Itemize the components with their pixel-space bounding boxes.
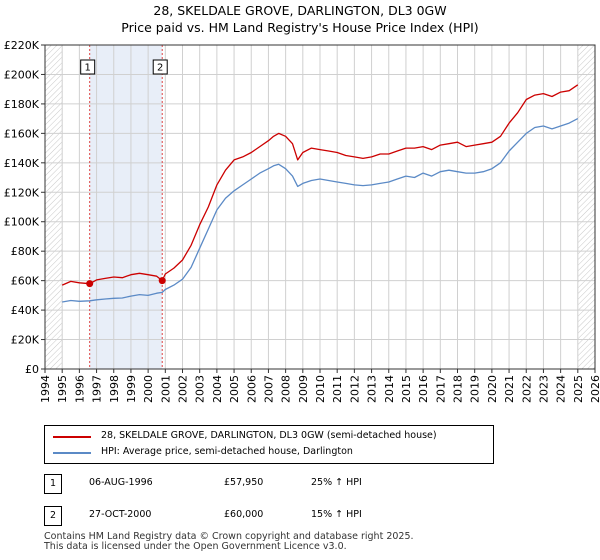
series-lines xyxy=(61,84,579,303)
y-tick-label: £20K xyxy=(11,334,40,347)
x-tick-label: 2021 xyxy=(503,375,516,403)
footer-line2: This data is licensed under the Open Gov… xyxy=(44,541,347,552)
legend-swatch-property xyxy=(53,436,91,438)
x-tick-label: 2018 xyxy=(452,375,465,403)
sale-date: 06-AUG-1996 xyxy=(89,477,153,488)
sale-number-badge: 1 xyxy=(44,474,62,494)
property-price-line xyxy=(61,84,579,286)
x-tick-label: 2019 xyxy=(469,375,482,403)
sale-number-badge: 2 xyxy=(44,506,62,526)
x-tick-label: 2000 xyxy=(142,375,155,403)
x-tick-label: 1999 xyxy=(125,375,138,403)
sale-row-2: 2 27-OCT-2000 £60,000 15% ↑ HPI xyxy=(44,506,564,528)
x-tick-label: 2006 xyxy=(245,375,258,403)
sale-date: 27-OCT-2000 xyxy=(89,509,152,520)
x-tick-label: 2015 xyxy=(400,375,413,403)
x-tick-label: 2017 xyxy=(434,375,447,403)
x-tick-label: 2003 xyxy=(194,375,207,403)
y-tick-label: £140K xyxy=(4,157,40,170)
x-tick-label: 2016 xyxy=(417,375,430,403)
footer-line1: Contains HM Land Registry data © Crown c… xyxy=(44,531,414,542)
x-tick-label: 2022 xyxy=(520,375,533,403)
y-tick-label: £80K xyxy=(11,245,40,258)
sale-label-text-2: 2 xyxy=(157,63,163,74)
chart-title-line2: Price paid vs. HM Land Registry's House … xyxy=(121,20,479,35)
axes: £0 £20K £40K £60K £80K £100K £120K £140K £160K £1… xyxy=(4,39,600,403)
y-tick-label: £120K xyxy=(4,186,40,199)
x-tick-label: 2011 xyxy=(331,375,344,403)
x-tick-label: 2026 xyxy=(589,375,600,403)
x-tick-label: 2025 xyxy=(572,375,585,403)
x-tick-label: 1998 xyxy=(108,375,121,403)
x-tick-label: 2014 xyxy=(383,375,396,403)
x-tick-label: 2010 xyxy=(314,375,327,403)
x-tick-label: 2004 xyxy=(211,375,224,403)
chart-title: 28, SKELDALE GROVE, DARLINGTON, DL3 0GW … xyxy=(0,2,600,36)
x-tick-label: 2009 xyxy=(297,375,310,403)
sale-label-text-1: 1 xyxy=(85,63,91,74)
y-tick-label: £220K xyxy=(4,39,40,52)
legend-label-hpi: HPI: Average price, semi-detached house,… xyxy=(101,446,353,457)
y-tick-label: £100K xyxy=(4,216,40,229)
y-tick-label: £40K xyxy=(11,304,40,317)
sale-label-box-1 xyxy=(80,59,96,75)
hatched-range-2 xyxy=(577,45,595,369)
hatched-range-1 xyxy=(45,45,63,369)
sale-label-box-2 xyxy=(152,59,168,75)
legend-item-property: 28, SKELDALE GROVE, DARLINGTON, DL3 0GW … xyxy=(45,429,493,445)
y-tick-label: £200K xyxy=(4,68,40,81)
sale-hpi-change: 15% ↑ HPI xyxy=(311,509,362,520)
x-tick-label: 2020 xyxy=(486,375,499,403)
x-tick-label: 1997 xyxy=(91,375,104,403)
x-tick-label: 2005 xyxy=(228,375,241,403)
y-tick-label: £180K xyxy=(4,98,40,111)
legend-item-hpi: HPI: Average price, semi-detached house,… xyxy=(45,445,493,461)
y-tick-label: £60K xyxy=(11,275,40,288)
shaded-ownership-range xyxy=(89,45,163,369)
sale-point-1 xyxy=(86,280,94,288)
y-tick-label: £160K xyxy=(4,127,40,140)
x-tick-label: 1995 xyxy=(56,375,69,403)
x-tick-label: 1996 xyxy=(73,375,86,403)
sale-point-2 xyxy=(158,277,166,285)
y-tick-label: £0 xyxy=(25,363,39,376)
x-tick-label: 2007 xyxy=(262,375,275,403)
legend-swatch-hpi xyxy=(53,452,91,454)
sale-price: £57,950 xyxy=(224,477,264,488)
x-tick-label: 2008 xyxy=(280,375,293,403)
x-tick-label: 2024 xyxy=(555,375,568,403)
sale-row-1: 1 06-AUG-1996 £57,950 25% ↑ HPI xyxy=(44,474,564,496)
legend-label-property: 28, SKELDALE GROVE, DARLINGTON, DL3 0GW … xyxy=(101,430,437,441)
chart-title-line1: 28, SKELDALE GROVE, DARLINGTON, DL3 0GW xyxy=(153,3,447,18)
x-tick-label: 2012 xyxy=(348,375,361,403)
hpi-line xyxy=(62,118,579,303)
x-tick-label: 1994 xyxy=(39,375,52,403)
x-tick-label: 2001 xyxy=(159,375,172,403)
legend: 28, SKELDALE GROVE, DARLINGTON, DL3 0GW … xyxy=(44,425,494,464)
footer-attribution: Contains HM Land Registry data © Crown c… xyxy=(44,532,414,552)
sale-price: £60,000 xyxy=(224,509,264,520)
x-tick-label: 2023 xyxy=(537,375,550,403)
x-tick-label: 2013 xyxy=(366,375,379,403)
x-tick-label: 2002 xyxy=(177,375,190,403)
sale-hpi-change: 25% ↑ HPI xyxy=(311,477,362,488)
